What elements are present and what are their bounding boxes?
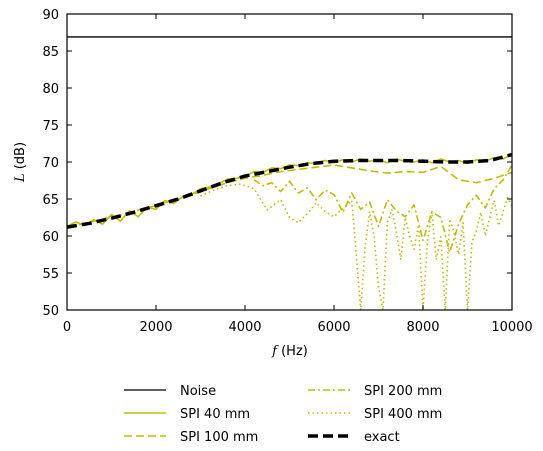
y-tick-label: 50 (42, 304, 59, 319)
plot-series-group (67, 36, 512, 310)
legend-label: exact (364, 430, 400, 445)
x-tick-label: 6000 (317, 320, 350, 335)
legend: Noise SPI 40 mm SPI 100 mm SPI 200 mm SPI 40… (124, 384, 442, 445)
y-axis-label: L (dB) (13, 142, 28, 183)
x-tick-label: 0 (63, 320, 71, 335)
series-line-spi-400-mm (200, 183, 512, 310)
y-tick-label: 80 (42, 82, 59, 97)
y-tick-label: 70 (42, 156, 59, 171)
series-line-exact (67, 152, 512, 229)
series-line-spi-200-mm (253, 164, 512, 254)
y-tick-label: 75 (42, 119, 59, 134)
legend-label: SPI 40 mm (180, 407, 250, 422)
y-tick-label: 65 (42, 193, 59, 208)
x-tick-label: 8000 (406, 320, 439, 335)
x-axis: 0 2000 4000 6000 8000 10000 (63, 14, 533, 335)
y-tick-label: 60 (42, 230, 59, 245)
legend-label: SPI 100 mm (180, 430, 258, 445)
legend-label: SPI 400 mm (364, 407, 442, 422)
y-axis: 50 55 60 65 70 75 80 85 90 (42, 8, 512, 319)
y-tick-label: 85 (42, 45, 59, 60)
series-line-spi-40-mm (67, 153, 512, 228)
legend-label: Noise (180, 384, 216, 399)
x-tick-label: 2000 (139, 320, 172, 335)
y-tick-label: 55 (42, 267, 59, 282)
x-tick-label: 4000 (228, 320, 261, 335)
y-tick-label: 90 (42, 8, 59, 23)
legend-label: SPI 200 mm (364, 384, 442, 399)
x-axis-label: f (Hz) (271, 344, 308, 359)
x-tick-label: 10000 (491, 320, 532, 335)
plot-frame (66, 13, 513, 311)
